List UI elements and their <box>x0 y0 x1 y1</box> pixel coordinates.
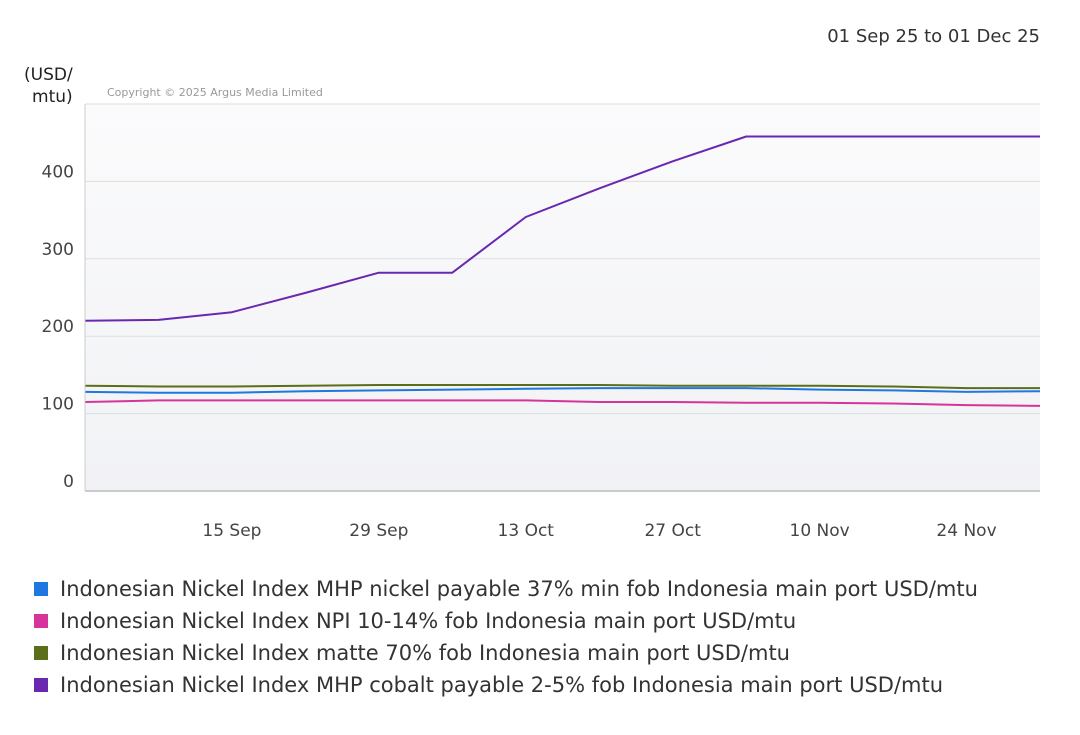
series-lines <box>84 135 1041 407</box>
legend-item[interactable]: Indonesian Nickel Index NPI 10-14% fob I… <box>34 605 978 637</box>
y-unit-line-2: mtu) <box>32 87 73 107</box>
legend-swatch <box>34 678 48 692</box>
y-tick-label: 300 <box>42 240 74 260</box>
legend-label: Indonesian Nickel Index matte 70% fob In… <box>60 641 790 665</box>
legend-swatch <box>34 614 48 628</box>
x-tick-label: 15 Sep <box>202 521 261 541</box>
legend-swatch <box>34 582 48 596</box>
copyright-notice: Copyright © 2025 Argus Media Limited <box>107 86 323 99</box>
x-axis: 15 Sep 29 Sep 13 Oct 27 Oct 10 Nov 24 Nov <box>202 521 996 541</box>
legend-item[interactable]: Indonesian Nickel Index matte 70% fob In… <box>34 637 978 669</box>
x-tick-label: 29 Sep <box>349 521 408 541</box>
y-unit-line-1: (USD/ <box>24 65 73 85</box>
series-line-4[interactable] <box>84 135 1040 322</box>
y-axis: 0 100 200 300 400 <box>42 162 74 492</box>
legend: Indonesian Nickel Index MHP nickel payab… <box>34 573 978 701</box>
x-tick-label: 10 Nov <box>790 521 850 541</box>
x-tick-label: 13 Oct <box>498 521 555 541</box>
legend-label: Indonesian Nickel Index NPI 10-14% fob I… <box>60 609 797 633</box>
series-line-1[interactable] <box>84 387 1041 394</box>
series-line-2[interactable] <box>84 399 1041 407</box>
legend-label: Indonesian Nickel Index MHP nickel payab… <box>60 577 978 601</box>
legend-item[interactable]: Indonesian Nickel Index MHP cobalt payab… <box>34 669 978 701</box>
date-range: 01 Sep 25 to 01 Dec 25 <box>827 26 1040 47</box>
legend-item[interactable]: Indonesian Nickel Index MHP nickel payab… <box>34 573 978 605</box>
plot-area <box>85 104 1040 491</box>
y-tick-label: 100 <box>42 395 74 415</box>
legend-swatch <box>34 646 48 660</box>
x-tick-label: 27 Oct <box>644 521 701 541</box>
x-tick-label: 24 Nov <box>936 521 996 541</box>
y-axis-unit: (USD/ mtu) <box>24 64 73 108</box>
series-line-3[interactable] <box>84 384 1040 390</box>
y-tick-label: 400 <box>42 162 74 182</box>
y-tick-label: 200 <box>42 317 74 337</box>
gridlines <box>85 103 1040 415</box>
y-tick-label: 0 <box>63 472 74 492</box>
legend-label: Indonesian Nickel Index MHP cobalt payab… <box>60 673 944 697</box>
